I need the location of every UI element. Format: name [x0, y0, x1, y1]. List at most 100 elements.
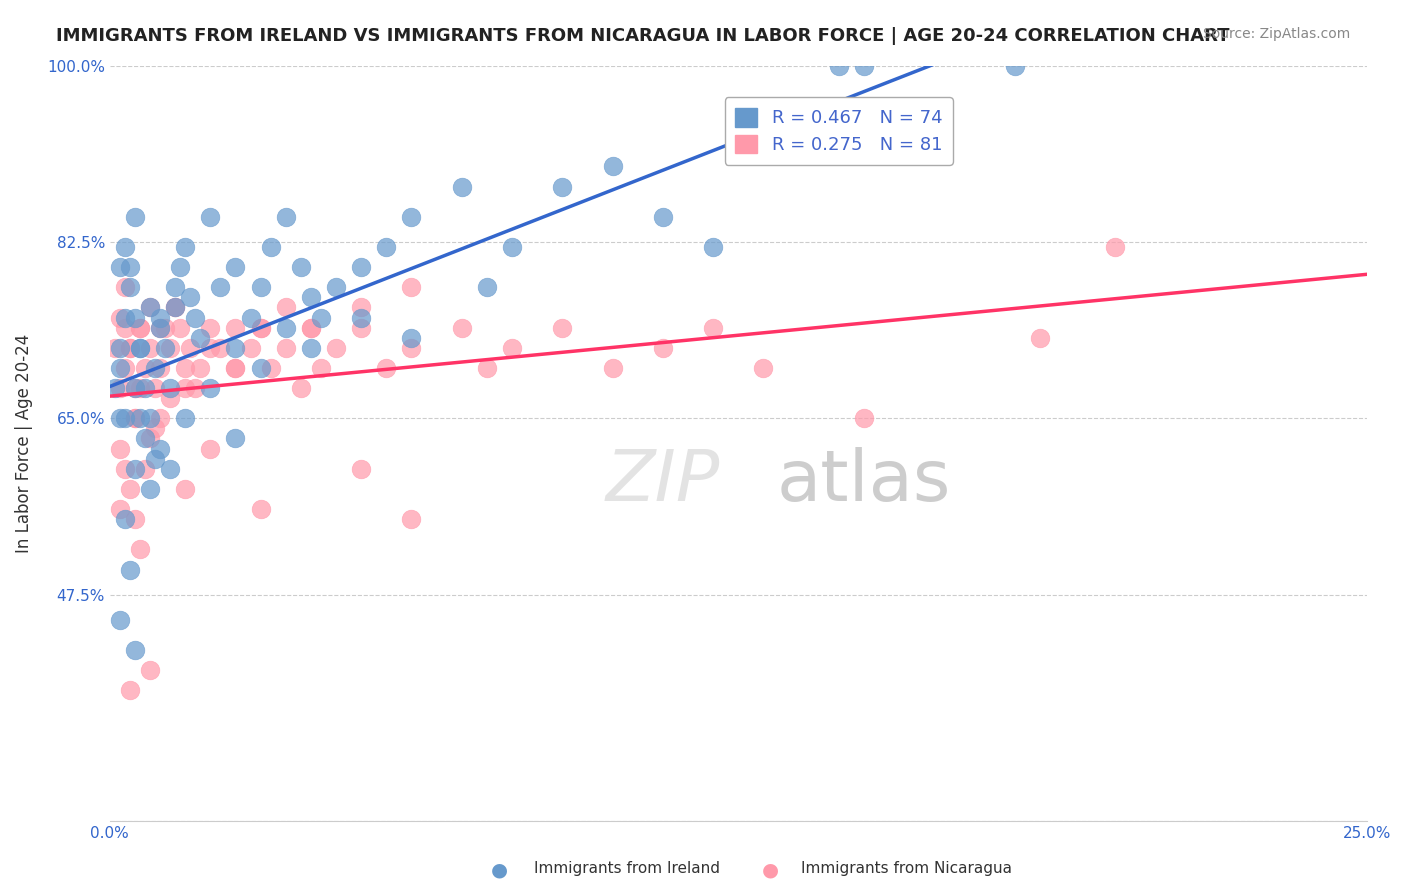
- Point: [475, 280, 498, 294]
- Point: [401, 280, 423, 294]
- Point: [143, 381, 166, 395]
- Point: [124, 381, 146, 395]
- Point: [350, 260, 373, 275]
- Point: [129, 320, 152, 334]
- Point: [139, 432, 162, 446]
- Point: [118, 482, 141, 496]
- Point: [174, 411, 197, 425]
- Point: [108, 260, 131, 275]
- Point: [1104, 240, 1126, 254]
- Point: [114, 411, 136, 425]
- Point: [108, 381, 131, 395]
- Point: [200, 381, 222, 395]
- Point: [108, 360, 131, 375]
- Point: [551, 179, 574, 194]
- Point: [501, 240, 523, 254]
- Point: [118, 341, 141, 355]
- Point: [129, 341, 152, 355]
- Point: [651, 341, 673, 355]
- Point: [108, 502, 131, 516]
- Point: [325, 280, 347, 294]
- Point: [224, 360, 246, 375]
- Point: [165, 301, 187, 315]
- Point: [139, 301, 162, 315]
- Point: [108, 442, 131, 456]
- Point: [108, 613, 131, 627]
- Point: [249, 280, 271, 294]
- Point: [299, 320, 322, 334]
- Point: [139, 411, 162, 425]
- Point: [174, 381, 197, 395]
- Point: [350, 461, 373, 475]
- Point: [108, 411, 131, 425]
- Point: [118, 683, 141, 698]
- Text: ●: ●: [762, 860, 779, 880]
- Point: [200, 320, 222, 334]
- Point: [129, 320, 152, 334]
- Point: [224, 320, 246, 334]
- Point: [149, 360, 172, 375]
- Point: [114, 360, 136, 375]
- Point: [184, 381, 207, 395]
- Point: [124, 461, 146, 475]
- Text: ZIP: ZIP: [606, 447, 720, 516]
- Point: [108, 310, 131, 325]
- Point: [149, 320, 172, 334]
- Point: [1029, 331, 1052, 345]
- Text: Immigrants from Ireland: Immigrants from Ireland: [534, 861, 720, 876]
- Point: [249, 320, 271, 334]
- Point: [149, 442, 172, 456]
- Point: [124, 210, 146, 224]
- Point: [249, 502, 271, 516]
- Point: [143, 451, 166, 466]
- Point: [139, 663, 162, 677]
- Point: [124, 512, 146, 526]
- Point: [853, 411, 876, 425]
- Point: [159, 341, 181, 355]
- Point: [239, 310, 262, 325]
- Point: [139, 301, 162, 315]
- Point: [118, 260, 141, 275]
- Point: [114, 310, 136, 325]
- Point: [209, 341, 232, 355]
- Point: [274, 210, 297, 224]
- Point: [149, 320, 172, 334]
- Point: [501, 341, 523, 355]
- Point: [188, 360, 211, 375]
- Point: [174, 482, 197, 496]
- Point: [124, 310, 146, 325]
- Point: [450, 320, 472, 334]
- Point: [239, 341, 262, 355]
- Point: [104, 381, 127, 395]
- Point: [153, 320, 176, 334]
- Point: [309, 360, 332, 375]
- Point: [209, 280, 232, 294]
- Point: [274, 341, 297, 355]
- Point: [224, 341, 246, 355]
- Point: [259, 240, 281, 254]
- Point: [602, 160, 624, 174]
- Point: [299, 320, 322, 334]
- Point: [702, 240, 724, 254]
- Point: [702, 320, 724, 334]
- Point: [143, 421, 166, 435]
- Point: [118, 341, 141, 355]
- Point: [129, 542, 152, 557]
- Point: [104, 341, 127, 355]
- Point: [224, 432, 246, 446]
- Point: [134, 461, 156, 475]
- Point: [350, 301, 373, 315]
- Point: [143, 360, 166, 375]
- Point: [169, 320, 191, 334]
- Point: [224, 360, 246, 375]
- Point: [139, 482, 162, 496]
- Point: [224, 260, 246, 275]
- Point: [174, 360, 197, 375]
- Point: [114, 320, 136, 334]
- Point: [401, 331, 423, 345]
- Point: [165, 301, 187, 315]
- Point: [350, 310, 373, 325]
- Point: [169, 260, 191, 275]
- Point: [274, 301, 297, 315]
- Point: [134, 381, 156, 395]
